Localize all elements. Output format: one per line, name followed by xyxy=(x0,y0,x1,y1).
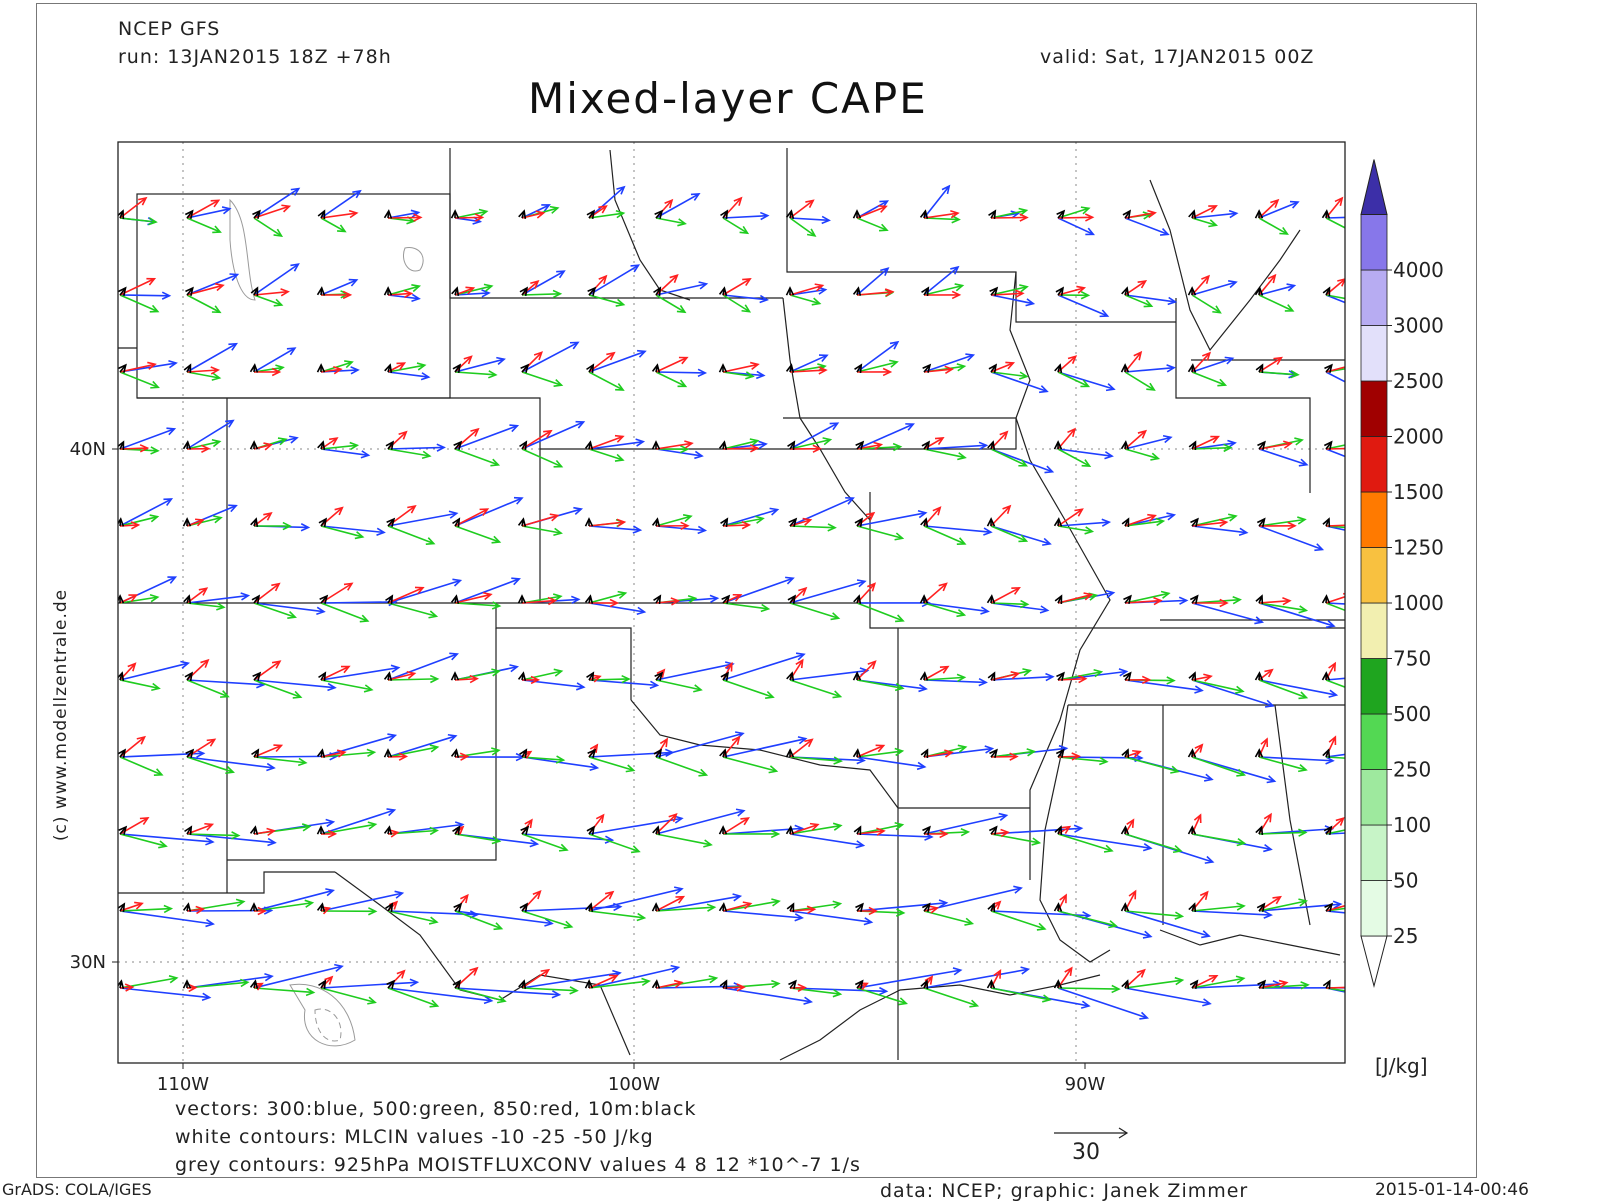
reference-vector xyxy=(1054,1128,1127,1138)
colorbar-unit: [J/kg] xyxy=(1375,1054,1428,1078)
colorbar-segment-2000 xyxy=(1361,381,1387,437)
colorbar-label-1250: 1250 xyxy=(1393,536,1444,560)
legend-vectors: vectors: 300:blue, 500:green, 850:red, 1… xyxy=(175,1098,696,1120)
lon-label-0: 110W xyxy=(157,1074,209,1095)
lon-label-2: 90W xyxy=(1065,1074,1106,1095)
colorbar-label-250: 250 xyxy=(1393,758,1431,782)
colorbar-segment-25 xyxy=(1361,881,1387,937)
lat-label-1: 30N xyxy=(70,952,106,973)
colorbar-lower-extend xyxy=(1361,936,1387,986)
colorbar-label-2500: 2500 xyxy=(1393,369,1444,393)
colorbar-label-2000: 2000 xyxy=(1393,425,1444,449)
colorbar-label-1000: 1000 xyxy=(1393,591,1444,615)
lon-label-1: 100W xyxy=(608,1074,660,1095)
footer-left: GrADS: COLA/IGES xyxy=(2,1180,152,1199)
colorbar-label-1500: 1500 xyxy=(1393,480,1444,504)
colorbar-label-3000: 3000 xyxy=(1393,314,1444,338)
longitude-labels: 110W 100W 90W xyxy=(157,1063,1106,1095)
colorbar-segment-1000 xyxy=(1361,548,1387,604)
colorbar-label-50: 50 xyxy=(1393,869,1418,893)
colorbar-segment-750 xyxy=(1361,603,1387,659)
colorbar-segment-50 xyxy=(1361,825,1387,881)
colorbar-segment-100 xyxy=(1361,770,1387,826)
reference-vector-value: 30 xyxy=(1072,1140,1100,1165)
colorbar-segment-4000 xyxy=(1361,215,1387,271)
colorbar-segment-500 xyxy=(1361,659,1387,715)
legend-grey-contours: grey contours: 925hPa MOISTFLUXCONV valu… xyxy=(175,1154,861,1176)
footer-center: data: NCEP; graphic: Janek Zimmer xyxy=(880,1180,1248,1202)
colorbar-segment-1250 xyxy=(1361,492,1387,548)
colorbar-label-4000: 4000 xyxy=(1393,258,1444,282)
footer-right: 2015-01-14-00:46 xyxy=(1375,1180,1529,1200)
colorbar-segment-1500 xyxy=(1361,437,1387,493)
colorbar-segment-250 xyxy=(1361,714,1387,770)
colorbar-label-100: 100 xyxy=(1393,813,1431,837)
lat-label-0: 40N xyxy=(70,439,106,460)
latitude-labels: 40N 30N xyxy=(70,439,118,973)
colorbar-label-500: 500 xyxy=(1393,702,1431,726)
colorbar: 25 50 100 250 500 750 1000 1250 1500 2000 2500 3000… xyxy=(1361,160,1444,987)
legend-white-contours: white contours: MLCIN values -10 -25 -50… xyxy=(175,1126,654,1148)
colorbar-label-25: 25 xyxy=(1393,924,1418,948)
colorbar-label-750: 750 xyxy=(1393,647,1431,671)
colorbar-segment-3000 xyxy=(1361,270,1387,326)
colorbar-upper-extend xyxy=(1361,160,1387,215)
colorbar-segment-2500 xyxy=(1361,326,1387,382)
